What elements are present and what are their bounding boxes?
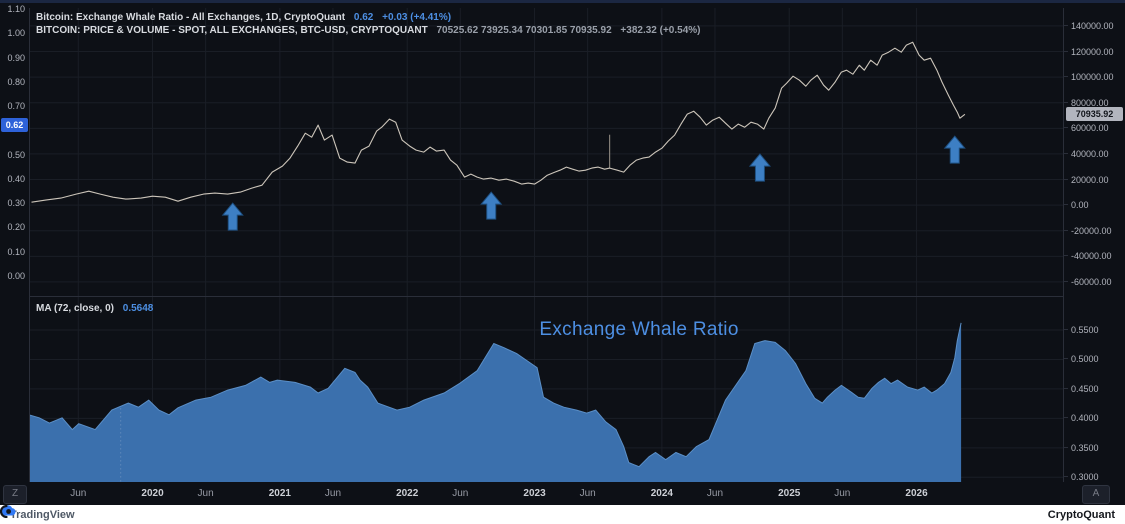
whale-ratio-area xyxy=(29,322,962,482)
axis-tick-label: 0.90 xyxy=(7,52,25,63)
axis-tick-label: 0.3000 xyxy=(1064,472,1099,483)
up-arrow-marker xyxy=(480,191,503,220)
time-tick-label: 2025 xyxy=(778,488,801,499)
axis-tick-label: 40000.00 xyxy=(1064,148,1109,159)
axis-tick-label: 60000.00 xyxy=(1064,123,1109,134)
whale-pane-canvas[interactable] xyxy=(29,297,1063,482)
cryptoquant-logo-icon xyxy=(0,505,11,518)
right-price-scale[interactable]: 140000.00 120000.00 100000.00 80000.00 60000… xyxy=(1063,8,1125,482)
time-tick-label: Jun xyxy=(579,488,596,499)
up-arrow-marker xyxy=(943,135,966,164)
ma-value: 0.5648 xyxy=(122,303,154,314)
tradingview-label: TradingView xyxy=(10,508,75,521)
axis-tick-label: -40000.00 xyxy=(1064,251,1112,262)
time-tick-label: 2026 xyxy=(905,488,928,499)
axis-tick-label: -60000.00 xyxy=(1064,276,1112,287)
time-tick-label: Jun xyxy=(197,488,214,499)
timezone-button[interactable]: Z xyxy=(3,485,27,504)
axis-tick-label: 140000.00 xyxy=(1064,20,1114,31)
axis-tick-label: 100000.00 xyxy=(1064,72,1114,83)
axis-tick-label: 0.80 xyxy=(7,76,25,87)
time-tick-label: 2023 xyxy=(523,488,546,499)
axis-tick-label: 0.00 xyxy=(7,270,25,281)
up-arrow-marker xyxy=(221,202,244,231)
cryptoquant-link[interactable]: CryptoQuant xyxy=(0,505,1115,521)
price-pane[interactable]: Bitcoin: Exchange Whale Ratio - All Exch… xyxy=(29,8,1063,297)
axis-tick-label: 1.10 xyxy=(7,4,25,14)
axis-tick-label: 0.00 xyxy=(1064,200,1089,211)
axis-tick-label: 20000.00 xyxy=(1064,174,1109,185)
time-tick-label: Jun xyxy=(70,488,87,499)
time-tick-label: Jun xyxy=(324,488,342,499)
tradingview-link[interactable]: TradingView xyxy=(0,505,75,521)
whale-ratio-line xyxy=(29,322,962,468)
axis-tick-label: 0.30 xyxy=(7,198,25,209)
time-scale[interactable]: Z Jun 2020 Jun 2021 Jun 2022 Jun 2023 Jun 2024 Jun… xyxy=(0,482,1125,506)
series1-title: Bitcoin: Exchange Whale Ratio - All Exch… xyxy=(36,12,346,23)
attribution-footer: TradingView CryptoQuant xyxy=(0,505,1125,524)
ma-legend: MA (72, close, 0) 0.5648 xyxy=(36,303,153,314)
series2-change: +382.32 (+0.54%) xyxy=(620,25,701,36)
axis-tick-label: 0.50 xyxy=(7,149,25,160)
series1-value: 0.62 xyxy=(353,12,374,23)
legend: Bitcoin: Exchange Whale Ratio - All Exch… xyxy=(36,11,700,37)
left-price-scale[interactable]: 1.10 1.00 0.90 0.80 0.70 0.50 0.40 0.30 0.20 0.10… xyxy=(0,4,30,482)
pane-title: Exchange Whale Ratio xyxy=(539,319,739,340)
axis-tick-label: 0.4000 xyxy=(1064,413,1099,424)
axis-tick-label: 120000.00 xyxy=(1064,46,1114,57)
axis-tick-label: -20000.00 xyxy=(1064,225,1112,236)
series2-ohlc: 70525.62 73925.34 70301.85 70935.92 xyxy=(436,25,612,36)
axis-tick-label: 0.70 xyxy=(7,101,25,112)
axis-tick-label: 0.40 xyxy=(7,173,25,184)
time-tick-label: 2022 xyxy=(396,488,419,499)
whale-ratio-pane[interactable]: MA (72, close, 0) 0.5648 Exchange Whale … xyxy=(29,297,1063,482)
btc-price-line xyxy=(31,41,966,203)
axis-tick-label: 0.5500 xyxy=(1064,324,1099,335)
price-pane-canvas[interactable] xyxy=(29,8,1063,296)
series1-change: +0.03 (+4.41%) xyxy=(382,12,452,23)
last-value-badge-btc-price: 70935.92 xyxy=(1066,107,1123,122)
time-tick-label: 2020 xyxy=(141,488,164,499)
last-value-badge-whale-ratio: 0.62 xyxy=(1,118,28,133)
axis-tick-label: 0.3500 xyxy=(1064,442,1099,453)
axis-tick-label: 80000.00 xyxy=(1064,97,1109,108)
cryptoquant-label: CryptoQuant xyxy=(1047,508,1115,521)
top-border xyxy=(0,0,1125,8)
axis-tick-label: 0.4500 xyxy=(1064,383,1099,394)
axis-tick-label: 0.10 xyxy=(7,246,25,257)
ma-label: MA (72, close, 0) xyxy=(36,303,114,314)
axis-tick-label: 1.00 xyxy=(7,28,25,39)
scale-menu-button[interactable]: A xyxy=(1082,485,1110,504)
time-tick-label: Jun xyxy=(834,488,851,499)
up-arrow-marker xyxy=(748,153,771,182)
series2-title: BITCOIN: PRICE & VOLUME - SPOT, ALL EXCH… xyxy=(36,25,428,36)
time-tick-label: 2021 xyxy=(268,488,291,499)
axis-tick-label: 0.5000 xyxy=(1064,354,1099,365)
axis-tick-label: 0.20 xyxy=(7,222,25,233)
time-tick-label: 2024 xyxy=(650,488,673,499)
time-tick-label: Jun xyxy=(452,488,469,499)
time-axis-labels: Jun 2020 Jun 2021 Jun 2022 Jun 2023 Jun 2024 Jun 20… xyxy=(29,482,1063,505)
time-tick-label: Jun xyxy=(706,488,724,499)
